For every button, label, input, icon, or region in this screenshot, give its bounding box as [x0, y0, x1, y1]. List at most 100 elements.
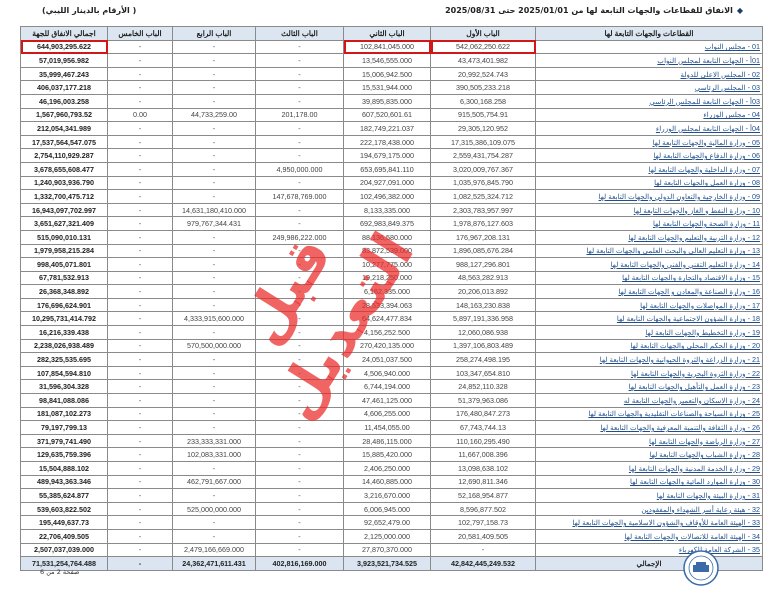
table-row: 25 - وزارة السياحة والصناعات التقليدية و…	[20, 406, 763, 422]
table-row: 14 - وزارة التعليم التقني والفني والجهات…	[20, 257, 763, 272]
sector-link[interactable]: 24 - وزارة الاسكان والتعمير والجهات التا…	[535, 393, 763, 408]
sector-link[interactable]: 01 - مجلس النواب	[535, 39, 763, 55]
sector-link[interactable]: 22 - وزارة الثروة البحرية والجهات التابع…	[535, 365, 763, 381]
sector-link[interactable]: 09 - وزارة الخارجية والتعاون الدولي والج…	[535, 189, 763, 204]
sector-link[interactable]: 08 - وزارة العمل والجهات التابعة لها	[535, 175, 763, 191]
chapter-3-cell: -	[255, 338, 344, 354]
sector-link[interactable]: 16 - وزارة الصناعة والمعادن و الجهات الت…	[535, 284, 763, 299]
chapter-5-cell: -	[107, 433, 173, 449]
chapter-5-cell: -	[107, 189, 173, 204]
sector-link[interactable]: 26 - وزارة الثقافة والتنمية المعرفية وال…	[535, 420, 763, 435]
chapter-2-cell: 28,533,394.063	[343, 297, 431, 313]
sector-link[interactable]: 21 - وزارة الزراعة والثروة الحيوانية وال…	[535, 352, 763, 367]
sector-link[interactable]: 10 - وزارة النفط و الغاز والجهات التابعة…	[535, 202, 763, 218]
chapter-4-cell: 4,333,915,600.000	[172, 311, 256, 327]
sector-link[interactable]: 27 - وزارة الرياضة والجهات التابعة لها	[535, 433, 763, 449]
sector-link[interactable]: 03أ - الجهات التابعة للمجلس الرئاسي	[535, 93, 763, 109]
total-expenditure-cell: 71,531,254,764.488	[20, 556, 108, 571]
sector-link[interactable]: 30 - وزارة الموارد المائية والجهات التاب…	[535, 474, 763, 490]
sector-link[interactable]: 19 - وزارة التخطيط والجهات التابعة لها	[535, 325, 763, 340]
sector-link[interactable]: 20 - وزارة الحكم المحلي والجهات التابعة …	[535, 338, 763, 354]
chapter-2-cell: 3,923,521,734.525	[343, 556, 431, 571]
chapter-2-cell: 222,178,438.000	[343, 134, 431, 150]
sector-link[interactable]: 07 - وزارة الداخلية والجهات التابعة لها	[535, 161, 763, 177]
sector-link[interactable]: 04أ - الجهات التابعة لمجلس الوزراء	[535, 121, 763, 136]
chapter-1-cell: 11,667,008.396	[430, 447, 536, 462]
chapter-5-cell: -	[107, 528, 173, 544]
total-expenditure-cell: 1,332,700,475.712	[20, 189, 108, 204]
chapter-1-cell: 12,690,811.346	[430, 474, 536, 490]
chapter-1-cell: 102,797,158.73	[430, 515, 536, 530]
chapter-4-cell: -	[172, 243, 256, 259]
sector-link[interactable]: 03 - المجلس الرئاسي	[535, 80, 763, 95]
total-expenditure-cell: 212,054,341.989	[20, 121, 108, 136]
sector-link[interactable]: 15 - وزارة الاقتصاد والتجارة والجهات الت…	[535, 270, 763, 286]
sector-link[interactable]: 25 - وزارة السياحة والصناعات التقليدية و…	[535, 406, 763, 422]
table-row: 11 - وزارة الصحة والجهات التابعة لها 1,97…	[20, 216, 763, 231]
chapter-1-cell: 51,379,963.086	[430, 393, 536, 408]
expenditure-table: القطاعات والجهات التابعة لها الباب الأول ا…	[20, 26, 763, 571]
chapter-1-cell: 1,896,085,676.284	[430, 243, 536, 259]
header-total-expenditure: اجمالي الانفاق للجهة	[20, 26, 108, 41]
sector-link[interactable]: 14 - وزارة التعليم التقني والفني والجهات…	[535, 257, 763, 272]
header-sector-name: القطاعات والجهات التابعة لها	[535, 26, 763, 41]
chapter-1-cell: 1,978,876,127.603	[430, 216, 536, 231]
chapter-5-cell: -	[107, 325, 173, 340]
table-row: 24 - وزارة الاسكان والتعمير والجهات التا…	[20, 393, 763, 408]
sector-link[interactable]: 28 - وزارة الشباب والجهات التابعة لها	[535, 447, 763, 462]
sector-link[interactable]: 32 - هيئة رعاية أسر الشهداء والمفقودين	[535, 501, 763, 517]
sector-link[interactable]: 17 - وزارة المواصلات والجهات التابعة لها	[535, 297, 763, 313]
sector-link[interactable]: 04 - مجلس الوزراء	[535, 107, 763, 123]
sector-link[interactable]: 23 - وزارة العمل والتأهيل والجهات التابع…	[535, 379, 763, 395]
chapter-1-cell: 915,505,754.91	[430, 107, 536, 123]
chapter-4-cell: 2,479,166,669.000	[172, 542, 256, 558]
chapter-1-cell: 1,397,106,803.489	[430, 338, 536, 354]
table-row: 16 - وزارة الصناعة والمعادن و الجهات الت…	[20, 284, 763, 299]
total-expenditure-cell: 3,651,627,321.409	[20, 216, 108, 231]
sector-link[interactable]: 12 - وزارة التربية والتعليم والجهات التا…	[535, 229, 763, 245]
chapter-3-cell: -	[255, 406, 344, 422]
sector-link[interactable]: 29 - وزارة الخدمة المدنية والجهات التابع…	[535, 461, 763, 476]
sector-link[interactable]: 34 - الهيئة العامة للاتصالات والجهات الت…	[535, 528, 763, 544]
report-title-text: الانفاق للقطاعات والجهات التابعة لها من …	[445, 6, 733, 15]
sector-link[interactable]: 18 - وزارة الشؤون الاجتماعية والجهات الت…	[535, 311, 763, 327]
sector-link[interactable]: 05 - وزارة المالية والجهات التابعة لها	[535, 134, 763, 150]
chapter-4-cell: -	[172, 229, 256, 245]
diamond-bullet-icon: ◆	[736, 6, 743, 15]
sector-link[interactable]: 02 - المجلس الاعلى للدولة	[535, 66, 763, 82]
chapter-3-cell: 147,678,769.000	[255, 189, 344, 204]
chapter-4-cell: -	[172, 515, 256, 530]
sector-link[interactable]: 35 - الشركة العامة للكهرباء	[535, 542, 763, 558]
chapter-1-cell: 1,035,976,845.790	[430, 175, 536, 191]
chapter-4-cell: -	[172, 297, 256, 313]
chapter-2-cell: 13,546,555.000	[343, 53, 431, 68]
table-row: 18 - وزارة الشؤون الاجتماعية والجهات الت…	[20, 311, 763, 327]
chapter-2-cell: 6,162,335.000	[343, 284, 431, 299]
sector-link[interactable]: 11 - وزارة الصحة والجهات التابعة لها	[535, 216, 763, 231]
total-expenditure-cell: 55,385,624.877	[20, 488, 108, 503]
chapter-3-cell: -	[255, 175, 344, 191]
chapter-5-cell: -	[107, 365, 173, 381]
chapter-5-cell: -	[107, 134, 173, 150]
chapter-4-cell: 570,500,000.000	[172, 338, 256, 354]
chapter-5-cell: -	[107, 270, 173, 286]
chapter-5-cell: -	[107, 216, 173, 231]
chapter-5-cell: -	[107, 542, 173, 558]
table-row: 05 - وزارة المالية والجهات التابعة لها 17…	[20, 134, 763, 150]
sector-link[interactable]: 06 - وزارة الدفاع والجهات التابعة لها	[535, 148, 763, 163]
chapter-2-cell: 88,136,580.000	[343, 229, 431, 245]
sector-link[interactable]: 33 - الهيئة العامة للأوقاف والشؤون الاسل…	[535, 515, 763, 530]
sector-link[interactable]: 01أ - الجهات التابعة لمجلس النواب	[535, 53, 763, 68]
chapter-5-cell: -	[107, 461, 173, 476]
chapter-4-cell: -	[172, 365, 256, 381]
chapter-4-cell: 233,333,331.000	[172, 433, 256, 449]
table-row: 03أ - الجهات التابعة للمجلس الرئاسي 6,300…	[20, 93, 763, 109]
chapter-1-cell: 2,303,783,957.997	[430, 202, 536, 218]
sector-link[interactable]: 31 - وزارة البيئة والجهات التابعة لها	[535, 488, 763, 503]
sector-link[interactable]: 13 - وزارة التعليم العالي والبحث العلمي …	[535, 243, 763, 259]
header-chapter-3: الباب الثالث	[255, 26, 344, 41]
chapter-2-cell: 11,454,055.00	[343, 420, 431, 435]
chapter-4-cell: -	[172, 148, 256, 163]
chapter-3-cell: -	[255, 121, 344, 136]
chapter-1-cell: 43,473,401.982	[430, 53, 536, 68]
